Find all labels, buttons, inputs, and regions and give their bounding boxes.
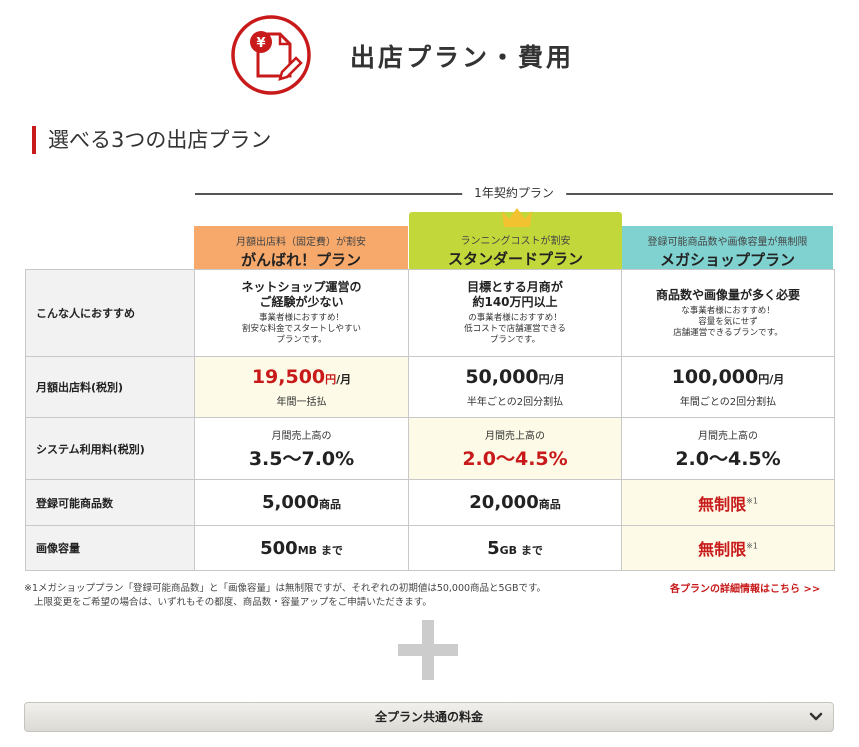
price-unit: 円 [538, 373, 550, 386]
recommend-sub: の事業者様におすすめ！ [468, 313, 562, 323]
unlimited-label: 無制限 [698, 540, 747, 559]
page-title: 出店プラン・費用 [350, 43, 575, 72]
svg-text:¥: ¥ [256, 36, 265, 51]
payment-note: 年間一括払 [276, 397, 327, 408]
plan-name: スタンダードプラン [447, 250, 583, 268]
row-header: こんな人におすすめ [25, 269, 195, 357]
footnote-mark: ※1 [746, 496, 758, 506]
image-unit: GB まで [499, 543, 543, 557]
price-amount: 100,000 [671, 366, 759, 388]
contract-label: 1年契約プラン [462, 184, 566, 201]
price-amount: 50,000 [465, 366, 539, 388]
row-header: 登録可能商品数 [25, 479, 195, 526]
table-cell: 目標とする月商が 約140万円以上 の事業者様におすすめ！ 低コストで店舗運営できる… [408, 269, 622, 357]
price-per: /月 [549, 373, 565, 386]
recommend-sub: 低コストで店舗運営できる [464, 324, 566, 334]
price-unit: 円 [325, 373, 337, 386]
price-unit: 円 [758, 373, 770, 386]
recommend-main: ネットショップ運営の [241, 280, 362, 294]
table-cell: 月間売上高の 2.0〜4.5% [621, 417, 835, 480]
yen-document-pencil-icon: ¥ [231, 15, 311, 95]
recommend-sub: 店舗運営できるプランです。 [673, 327, 783, 338]
rate-caption: 月間売上高の [271, 430, 332, 442]
row-header: 月額出店料(税別) [25, 356, 195, 418]
recommend-main: 約140万円以上 [472, 295, 558, 309]
plan-tagline: ランニングコストが割安 [460, 236, 571, 247]
footnote-line: ※1メガショッププラン「登録可能商品数」と「画像容量」は無制限ですが、それぞれの… [24, 583, 547, 594]
table-cell: 19,500円/月 年間一括払 [194, 356, 409, 418]
table-cell: 商品数や画像量が多く必要 な事業者様におすすめ！ 容量を気にせず 店舗運営できるプラ… [621, 269, 835, 357]
common-fee-label: 全プラン共通の料金 [374, 710, 483, 724]
recommend-sub: な事業者様におすすめ！ [681, 305, 775, 316]
footnote-line: 上限変更をご希望の場合は、いずれもその都度、商品数・容量アップをご申請いただきま… [34, 597, 432, 608]
section-heading: 選べる3つの出店プラン [32, 126, 271, 154]
unlimited-label: 無制限 [698, 494, 747, 514]
crown-icon [502, 208, 532, 227]
recommend-sub: プランです。 [489, 335, 541, 345]
plan-name: がんばれ！プラン [240, 251, 361, 269]
rate-value: 2.0〜4.5% [675, 447, 781, 470]
rate-value: 3.5〜7.0% [248, 447, 355, 470]
table-row: 登録可能商品数 5,000商品 20,000商品 無制限※1 [25, 479, 835, 526]
footnote-mark: ※1 [746, 541, 758, 551]
table-cell: 20,000商品 [408, 479, 622, 526]
rate-caption: 月間売上高の [698, 430, 758, 442]
price-per: /月 [769, 373, 785, 386]
recommend-sub: 事業者様におすすめ！ [258, 313, 344, 323]
table-cell: 100,000円/月 年間ごとの2回分割払 [621, 356, 835, 418]
product-count: 5,000 [262, 492, 319, 513]
rate-value: 2.0〜4.5% [462, 447, 568, 470]
product-count: 20,000 [469, 492, 539, 513]
table-cell: 5,000商品 [194, 479, 409, 526]
footnote: ※1メガショッププラン「登録可能商品数」と「画像容量」は無制限ですが、それぞれの… [24, 582, 546, 610]
recommend-sub: プランです。 [276, 335, 327, 345]
plan-name: メガショッププラン [659, 251, 795, 269]
contract-divider: 1年契約プラン [195, 184, 833, 202]
table-cell: 月間売上高の 2.0〜4.5% [408, 417, 622, 480]
image-unit: MB まで [297, 543, 343, 557]
row-header: システム利用料(税別) [25, 417, 195, 480]
table-cell: 50,000円/月 半年ごとの2回分割払 [408, 356, 622, 418]
price-amount: 19,500 [251, 366, 326, 388]
product-unit: 商品 [538, 498, 561, 511]
rate-caption: 月間売上高の [485, 430, 545, 442]
product-unit: 商品 [318, 498, 341, 511]
table-row: 月額出店料(税別) 19,500円/月 年間一括払 50,000円/月 半年ごと… [25, 356, 835, 418]
chevron-down-icon [809, 712, 823, 721]
price-per: /月 [336, 373, 352, 386]
table-row: こんな人におすすめ ネットショップ運営の ご経験が少ない 事業者様におすすめ！ 割安… [25, 269, 835, 357]
table-cell: 無制限※1 [621, 525, 835, 571]
plus-icon [398, 620, 458, 680]
table-cell: 月間売上高の 3.5〜7.0% [194, 417, 409, 480]
row-header: 画像容量 [25, 525, 195, 571]
image-capacity: 500 [260, 537, 298, 559]
plan-header-mega: 登録可能商品数や画像容量が無制限 メガショッププラン [622, 226, 833, 269]
payment-note: 年間ごとの2回分割払 [679, 397, 777, 408]
recommend-sub: 割安な料金でスタートしやすい [242, 324, 361, 334]
plan-details-link[interactable]: 各プランの詳細情報はこちら >> [670, 584, 821, 595]
table-row: 画像容量 500MB まで 5GB まで 無制限※1 [25, 525, 835, 571]
recommend-main: 商品数や画像量が多く必要 [655, 287, 800, 302]
table-cell: ネットショップ運営の ご経験が少ない 事業者様におすすめ！ 割安な料金でスタートしや… [194, 269, 409, 357]
recommend-main: 目標とする月商が [467, 280, 563, 294]
recommend-main: ご経験が少ない [259, 295, 344, 309]
plan-header-ganbare: 月額出店料（固定費）が割安 がんばれ！プラン [194, 226, 408, 269]
table-cell: 500MB まで [194, 525, 409, 571]
plan-tagline: 月額出店料（固定費）が割安 [236, 237, 366, 248]
plan-tagline: 登録可能商品数や画像容量が無制限 [647, 237, 808, 248]
table-cell: 5GB まで [408, 525, 622, 571]
common-fee-accordion-button[interactable]: 全プラン共通の料金 [24, 702, 834, 732]
image-capacity: 5 [487, 537, 500, 559]
table-cell: 無制限※1 [621, 479, 835, 526]
payment-note: 半年ごとの2回分割払 [466, 397, 564, 408]
plan-comparison-table: こんな人におすすめ ネットショップ運営の ご経験が少ない 事業者様におすすめ！ 割安… [25, 269, 835, 571]
recommend-sub: 容量を気にせず [698, 316, 758, 327]
table-row: システム利用料(税別) 月間売上高の 3.5〜7.0% 月間売上高の 2.0〜4… [25, 417, 835, 480]
